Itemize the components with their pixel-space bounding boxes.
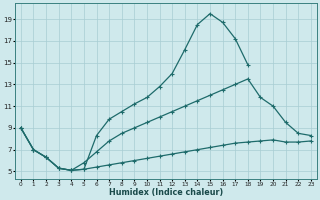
X-axis label: Humidex (Indice chaleur): Humidex (Indice chaleur): [109, 188, 223, 197]
